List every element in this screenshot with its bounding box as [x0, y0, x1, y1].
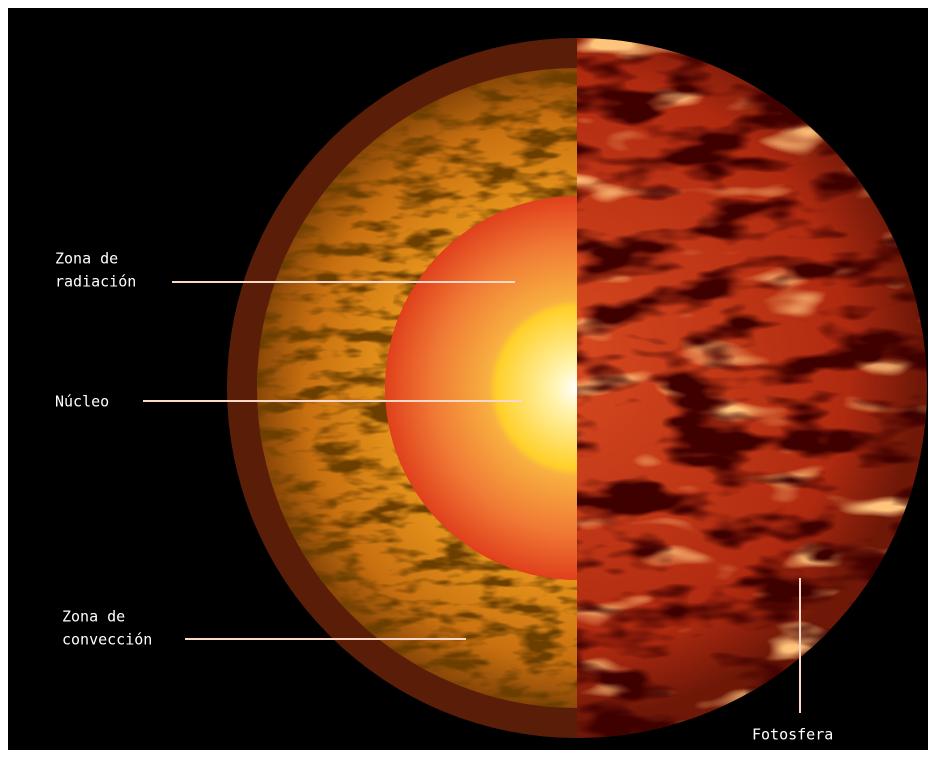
- label-convection-2: convección: [62, 631, 152, 649]
- label-radiation-2: radiación: [55, 273, 136, 291]
- label-radiation-1: Zona de: [55, 250, 118, 268]
- label-photosphere: Fotosfera: [752, 726, 833, 744]
- label-convection-1: Zona de: [62, 608, 125, 626]
- label-core: Núcleo: [55, 393, 109, 411]
- cutaway: [227, 38, 577, 738]
